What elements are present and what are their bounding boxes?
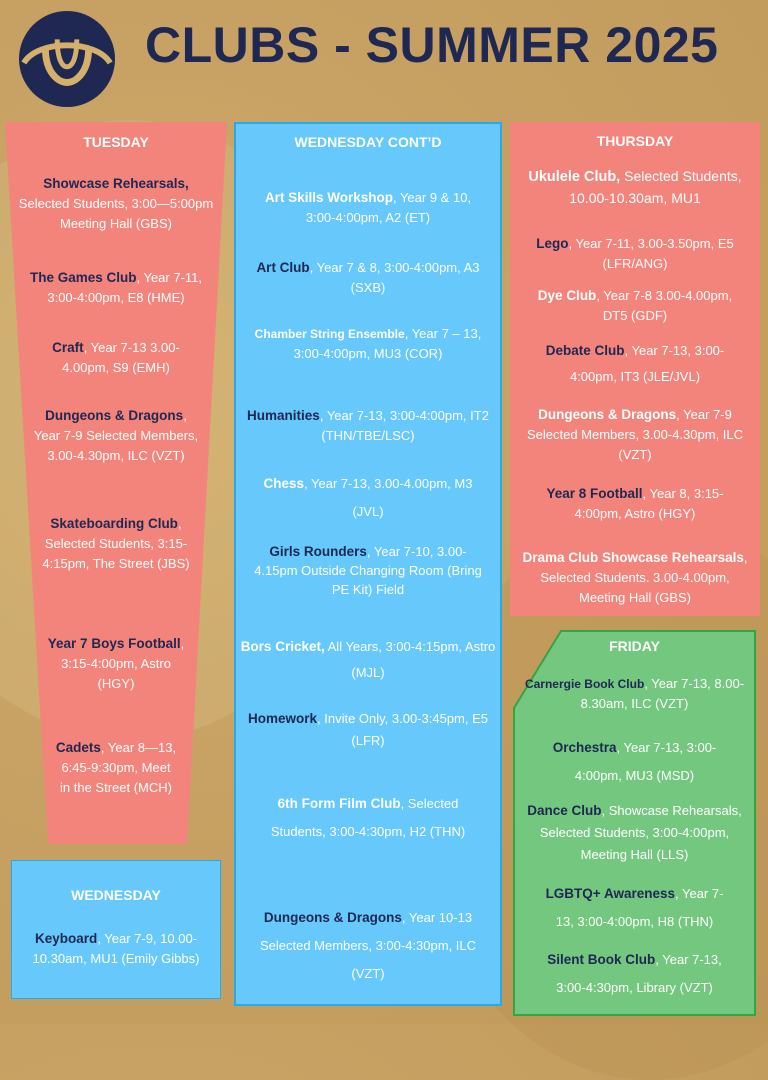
list-item: The Games Club, Year 7-11, 3:00-4:00pm, …	[29, 270, 203, 305]
list-item: Carnergie Book Club, Year 7-13, 8.00-8.3…	[524, 676, 745, 711]
wednesday-panel: WEDNESDAY Keyboard, Year 7-9, 10.00-10.3…	[11, 860, 221, 999]
list-item: 6th Form Film Club, Selected Students, 3…	[270, 796, 466, 839]
list-item: Debate Club, Year 7-13, 3:00-4:00pm, IT3…	[545, 343, 725, 384]
list-item: Year 8 Football, Year 8, 3:15-4:00pm, As…	[546, 486, 724, 521]
list-item: Dungeons & Dragons, Year 10-13 Selected …	[259, 910, 477, 981]
list-item: Showcase Rehearsals, Selected Students, 3…	[18, 176, 214, 231]
list-item: Year 7 Boys Football, 3:15-4:00pm, Astro…	[47, 636, 185, 691]
list-item: Drama Club Showcase Rehearsals, Selected…	[522, 550, 748, 605]
list-item: LGBTQ+ Awareness, Year 7-13, 3:00-4:00pm…	[545, 886, 724, 929]
list-item: Humanities, Year 7-13, 3:00-4:00pm, IT2 …	[247, 408, 489, 443]
list-item: Cadets, Year 8—13, 6:45-9:30pm, Meet in …	[55, 740, 177, 795]
list-item: Silent Book Club, Year 7-13, 3:00-4:30pm…	[547, 952, 722, 995]
list-item: Art Skills Workshop, Year 9 & 10, 3:00-4…	[264, 190, 472, 225]
list-item: Dungeons & Dragons, Year 7-9 Selected Me…	[33, 408, 199, 463]
friday-panel: FRIDAY Carnergie Book Club, Year 7-13, 8…	[513, 630, 756, 1016]
list-item: Ukulele Club, Selected Students, 10.00-1…	[528, 168, 742, 206]
list-item: Chess, Year 7-13, 3.00-4.00pm, M3 (JVL)	[263, 476, 473, 519]
list-item: Bors Cricket, All Years, 3:00-4:15pm, As…	[240, 639, 496, 680]
list-item: Craft, Year 7-13 3.00-4.00pm, S9 (EMH)	[52, 340, 180, 375]
list-item: Dance Club, Showcase Rehearsals, Selecte…	[527, 803, 742, 862]
wednesday-contd-heading: WEDNESDAY CONT’D	[294, 134, 442, 150]
school-logo-icon	[18, 10, 116, 108]
list-item: Girls Rounders, Year 7-10, 3.00-4.15pm O…	[254, 544, 482, 597]
friday-panel-shape	[513, 630, 756, 1016]
list-item: Dungeons & Dragons, Year 7-9 Selected Me…	[526, 407, 744, 462]
wednesday-heading: WEDNESDAY	[71, 887, 161, 903]
list-item: Keyboard, Year 7-9, 10.00-10.30am, MU1 (…	[32, 931, 200, 966]
list-item: Lego, Year 7-11, 3.00-3.50pm, E5 (LFR/AN…	[536, 236, 734, 271]
tuesday-heading: TUESDAY	[83, 134, 149, 150]
page-title: CLUBS - SUMMER 2025	[145, 17, 719, 73]
wednesday-contd-panel: WEDNESDAY CONT’D Art Skills Workshop, Ye…	[234, 122, 502, 1006]
list-item: Skateboarding Club, Selected Students, 3…	[42, 516, 190, 571]
thursday-panel: THURSDAY Ukulele Club, Selected Students…	[510, 122, 760, 616]
tuesday-panel-shape	[5, 122, 227, 844]
friday-heading: FRIDAY	[609, 638, 660, 654]
list-item: Chamber String Ensemble, Year 7 – 13, 3:…	[254, 326, 482, 361]
thursday-heading: THURSDAY	[596, 133, 674, 149]
list-item: Homework, Invite Only, 3.00-3:45pm, E5 (…	[247, 711, 489, 748]
list-item: Dye Club, Year 7-8 3.00-4.00pm, DT5 (GDF…	[537, 288, 733, 323]
tuesday-panel: TUESDAY Showcase Rehearsals, Selected Stu…	[5, 122, 227, 844]
list-item: Orchestra, Year 7-13, 3:00-4:00pm, MU3 (…	[552, 740, 717, 783]
list-item: Art Club, Year 7 & 8, 3:00-4:00pm, A3 (S…	[256, 260, 480, 295]
